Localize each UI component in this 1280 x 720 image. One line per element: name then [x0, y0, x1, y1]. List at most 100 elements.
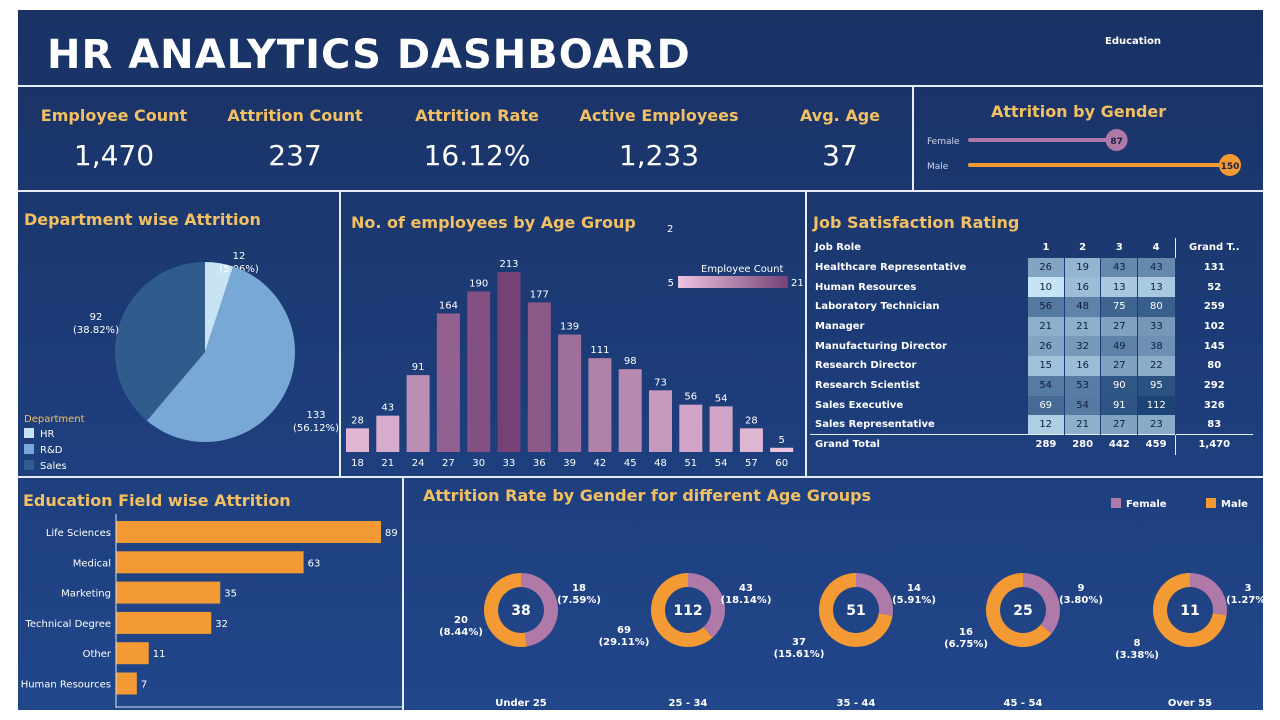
age-bar-value: 98: [624, 356, 637, 367]
table-cell: 48: [1064, 297, 1102, 317]
table-cell: 80: [1174, 356, 1253, 376]
donut-slice-male: [1153, 573, 1227, 647]
table-cell: 54: [1064, 395, 1102, 416]
table-cell: 32: [1064, 336, 1102, 357]
table-cell: 83: [1174, 415, 1253, 435]
donut-center-total: 38: [511, 603, 530, 619]
table-cell: 27: [1100, 415, 1139, 435]
table-cell: 19: [1064, 257, 1102, 278]
donut-female-value: 9: [1078, 583, 1085, 594]
edu-bar: [116, 642, 149, 665]
table-header-cell[interactable]: 4: [1152, 242, 1160, 254]
table-cell: 23: [1137, 415, 1176, 435]
edu-category-label: Medical: [73, 558, 111, 569]
donut-slice-male: [985, 573, 1052, 647]
gender-bar: [968, 138, 1125, 142]
age-tick-label: 45: [624, 458, 637, 469]
kpi-value: 37: [822, 139, 858, 172]
education-filter-label[interactable]: Education: [1105, 36, 1161, 47]
table-cell: 54: [1027, 375, 1065, 396]
table-header-cell[interactable]: 3: [1115, 242, 1123, 254]
job-role-cell: Sales Executive: [815, 399, 904, 411]
age-bar-value: 139: [560, 322, 579, 333]
donut-female-value: 18: [572, 583, 586, 594]
gender-bar: [968, 163, 1238, 167]
kpi-label: Attrition Count: [227, 106, 363, 125]
donut-group-label: 35 - 44: [837, 698, 876, 709]
table-row: Human Resources 10 16 13 13 52: [810, 277, 1253, 298]
edu-bar-value: 35: [224, 589, 237, 600]
donut-female-pct: (18.14%): [721, 595, 772, 606]
gender-bar-value: 150: [1221, 162, 1240, 172]
table-total-cell: 459: [1137, 434, 1176, 455]
pie-value-label: 133: [306, 410, 325, 421]
table-row: Laboratory Technician 56 48 75 80 259: [810, 297, 1253, 317]
table-cell: 292: [1174, 375, 1253, 396]
donut-male-value: 16: [959, 627, 973, 638]
age-bar-value: 164: [439, 300, 458, 311]
age-tick-label: 51: [684, 458, 697, 469]
pie-pct-label: (56.12%): [293, 423, 338, 434]
age-bar: [527, 302, 551, 452]
dashboard-title: HR ANALYTICS DASHBOARD: [47, 32, 691, 78]
table-total-cell: Grand Total: [810, 434, 1028, 455]
donut-male-pct: (8.44%): [439, 627, 483, 638]
table-cell: 16: [1064, 277, 1102, 298]
donut-panel-title: Attrition Rate by Gender for different A…: [423, 486, 872, 505]
donut-female-pct: (7.59%): [557, 595, 601, 606]
age-bar-value: 111: [590, 345, 609, 356]
donut-legend-label: Male: [1221, 499, 1248, 510]
table-cell: 326: [1174, 395, 1253, 416]
donut-male-value: 20: [454, 615, 468, 626]
age-tick-label: 33: [503, 458, 516, 469]
kpi-label: Attrition Rate: [415, 106, 539, 125]
edu-category-label: Marketing: [61, 589, 111, 600]
table-header-cell[interactable]: Grand T..: [1174, 238, 1253, 258]
donut-legend-swatch: [1206, 498, 1216, 508]
job-role-cell: Research Director: [815, 360, 917, 372]
age-bar: [346, 428, 369, 452]
table-header-cell[interactable]: 2: [1079, 242, 1087, 254]
table-header-cell[interactable]: 1: [1042, 242, 1050, 254]
table-cell: 26: [1027, 336, 1065, 357]
donut-male-pct: (6.75%): [944, 639, 988, 650]
donut-male-value: 69: [617, 625, 631, 636]
color-legend-max: 213: [791, 278, 804, 289]
age-bar: [376, 415, 400, 452]
age-group-bar-chart: 28 18 43 21 91 24 164 27 190 30 213 33 177 36 139 39 111…: [346, 224, 804, 469]
table-cell: 75: [1100, 297, 1139, 317]
table-cell: 52: [1174, 277, 1253, 298]
donut-female-pct: (5.91%): [892, 595, 936, 606]
job-role-cell: Manufacturing Director: [815, 340, 947, 352]
edu-category-label: Life Sciences: [46, 528, 111, 539]
kpi-label: Avg. Age: [799, 106, 881, 125]
edu-bar: [116, 581, 221, 604]
gender-bar-label: Female: [927, 137, 960, 147]
table-cell: 69: [1027, 395, 1065, 416]
table-cell: 38: [1137, 336, 1176, 357]
age-bar: [649, 390, 672, 452]
table-header-cell[interactable]: Job Role: [815, 242, 862, 254]
donut-center-total: 11: [1180, 603, 1199, 619]
donut-group-label: Under 25: [495, 698, 547, 709]
table-cell: 49: [1100, 336, 1139, 357]
edu-panel-title: Education Field wise Attrition: [23, 491, 291, 510]
age-tick-label: 36: [533, 458, 546, 469]
job-role-cell: Manager: [815, 321, 865, 333]
age-bar-value: 5: [779, 435, 785, 446]
kpi-value: 16.12%: [423, 139, 531, 172]
table-total-cell: 280: [1064, 434, 1101, 455]
donut-legend-swatch: [1111, 498, 1121, 508]
table-row: Research Scientist 54 53 90 95 292: [810, 375, 1253, 396]
table-row: Research Director 15 16 27 22 80: [810, 356, 1253, 376]
age-bar-value: 28: [745, 415, 758, 426]
table-cell: 56: [1027, 297, 1065, 317]
table-cell: 43: [1100, 257, 1139, 278]
education-bar-chart: Life Sciences 89 Medical 63 Marketing 35 Techn…: [21, 514, 402, 708]
table-cell: 33: [1137, 316, 1176, 337]
age-bar: [679, 404, 703, 452]
age-tick-label: 57: [745, 458, 758, 469]
table-cell: 26: [1027, 257, 1065, 278]
table-cell: 145: [1174, 336, 1253, 357]
